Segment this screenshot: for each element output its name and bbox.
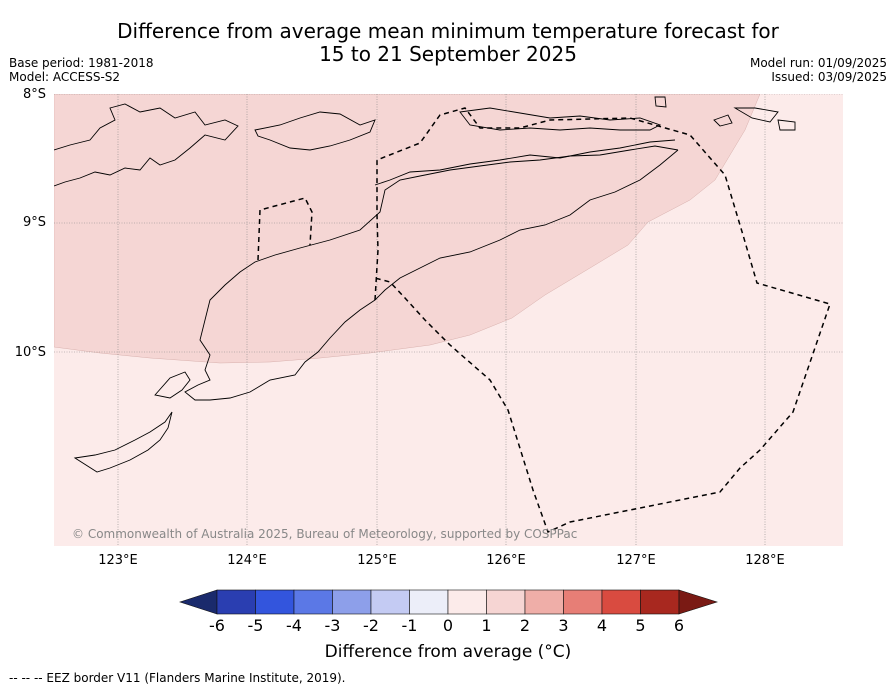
colorbar-tick: -2 — [363, 616, 379, 635]
colorbar-swatch-4 — [332, 589, 372, 615]
map-area: © Commonwealth of Australia 2025, Bureau… — [54, 94, 843, 546]
rote-coast — [154, 371, 191, 399]
title-line-1: Difference from average mean minimum tem… — [117, 19, 779, 43]
meta-left: Base period: 1981-2018 Model: ACCESS-S2 — [9, 56, 154, 84]
lon-label-123e: 123°E — [98, 553, 138, 568]
small-island-3 — [713, 114, 733, 127]
alor-coast — [254, 111, 376, 151]
colorbar-tick: 6 — [673, 616, 685, 635]
colorbar-tick: 1 — [481, 616, 492, 635]
coastlines — [54, 96, 796, 473]
colorbar-swatch-5 — [370, 589, 410, 615]
colorbar-swatch-7 — [447, 589, 487, 615]
lon-label-125e: 125°E — [357, 553, 397, 568]
issued-text: Issued: 03/09/2025 — [771, 70, 887, 84]
small-island-2 — [777, 119, 796, 131]
lon-label-124e: 124°E — [227, 553, 267, 568]
model-run-text: Model run: 01/09/2025 — [749, 56, 887, 70]
base-period-text: Base period: 1981-2018 — [9, 56, 154, 70]
colorbar-swatch-11 — [601, 589, 641, 615]
colorbar-swatch-1 — [216, 589, 256, 615]
colorbar-swatch-6 — [409, 589, 449, 615]
attribution-text: © Commonwealth of Australia 2025, Bureau… — [72, 527, 577, 541]
colorbar-tick: -6 — [209, 616, 225, 635]
lat-label-10s: 10°S — [14, 345, 46, 360]
sawu-coast — [73, 411, 173, 473]
anomaly-zone-1-2 — [54, 94, 761, 364]
colorbar-tick: 3 — [558, 616, 569, 635]
title-line-2: 15 to 21 September 2025 — [319, 42, 577, 66]
colorbar-swatch-8 — [486, 589, 526, 615]
lon-label-128e: 128°E — [745, 553, 785, 568]
colorbar-swatch-0 — [179, 589, 218, 615]
small-island-4 — [654, 96, 667, 108]
colorbar-swatch-10 — [563, 589, 603, 615]
colorbar-tick: -5 — [247, 616, 264, 635]
timor-north-coast — [374, 139, 676, 186]
lon-label-127e: 127°E — [616, 553, 656, 568]
colorbar-tick: -1 — [401, 616, 418, 635]
colorbar-tick: -4 — [286, 616, 302, 635]
colorbar-swatch-9 — [524, 589, 564, 615]
flores-coast — [54, 103, 239, 187]
colorbar-swatch-3 — [293, 589, 333, 615]
colorbar-tick: -3 — [324, 616, 341, 635]
colorbar-swatch-12 — [640, 589, 680, 615]
colorbar-swatch-2 — [255, 589, 295, 615]
colorbar-title: Difference from average (°C) — [324, 642, 572, 662]
meta-right: Model run: 01/09/2025 Issued: 03/09/2025 — [750, 56, 887, 84]
eez-border — [257, 107, 831, 534]
eez-legend-text: -- -- -- EEZ border V11 (Flanders Marine… — [9, 671, 346, 685]
colorbar-tick: 2 — [519, 616, 531, 635]
colorbar-swatch-13 — [678, 589, 718, 615]
wetar-coast — [459, 107, 662, 131]
lat-label-8s: 8°S — [22, 87, 46, 102]
small-island-1 — [733, 107, 779, 123]
map-title: Difference from average mean minimum tem… — [0, 20, 896, 66]
colorbar-tick: 4 — [596, 616, 608, 635]
model-text: Model: ACCESS-S2 — [9, 70, 121, 84]
colorbar — [179, 589, 718, 615]
colorbar-tick: 0 — [442, 616, 454, 635]
eez-boundary-timor — [374, 107, 831, 534]
lat-label-9s: 9°S — [22, 215, 46, 230]
timor-coast — [184, 145, 679, 401]
lon-label-126e: 126°E — [486, 553, 526, 568]
colorbar-tick: 5 — [635, 616, 646, 635]
